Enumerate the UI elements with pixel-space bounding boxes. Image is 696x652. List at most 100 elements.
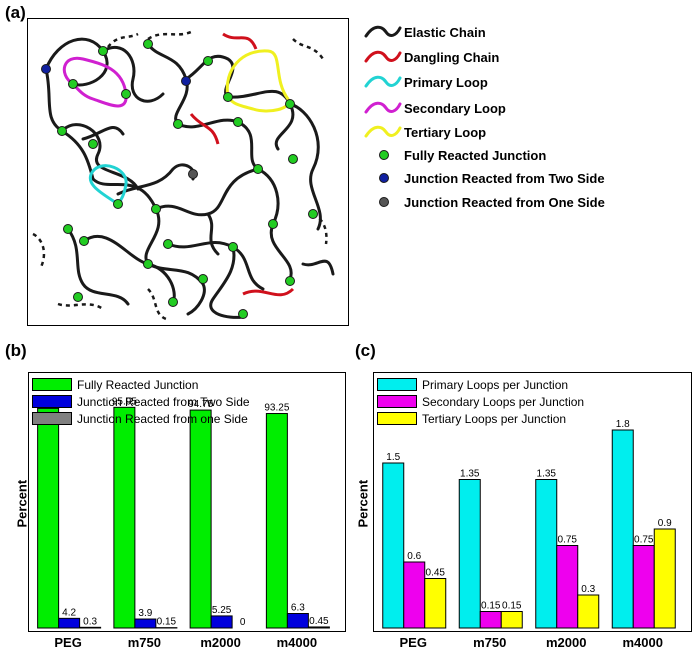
chart-c-data-label-m750-secondary-loops-per-junction: 0.15 — [481, 601, 501, 612]
network-diagram — [32, 29, 335, 321]
chart-c-data-label-m750-primary-loops-per-junction: 1.35 — [460, 469, 480, 480]
chart-b-data-label-m750-junction-reacted-from-one-side: 0.15 — [157, 617, 177, 628]
network-legend-item-dangling-chain: Dangling Chain — [362, 47, 499, 67]
chart-c-legend-label: Primary Loops per Junction — [422, 377, 569, 392]
chart-b-data-label-m750-junction-reacted-from-two-side: 3.9 — [138, 608, 152, 619]
chart-c-data-label-peg-primary-loops-per-junction: 1.5 — [386, 452, 400, 463]
chart-b-x-tick-m4000: m4000 — [276, 635, 318, 650]
primary-loop — [89, 164, 128, 206]
network-legend-label: Fully Reacted Junction — [404, 147, 547, 163]
chart-c-data-label-m4000-secondary-loops-per-junction: 0.75 — [634, 535, 654, 546]
chart-b-bar-m2000-junction-reacted-from-two-side — [210, 615, 233, 629]
chart-b-legend-item-junction-reacted-from-one-side: Junction Reacted from one Side — [32, 410, 250, 427]
chart-b-data-label-m2000-junction-reacted-from-two-side: 5.25 — [212, 605, 232, 616]
network-legend-label: Junction Reacted from One Side — [404, 194, 605, 210]
panel-label-a: (a) — [5, 3, 26, 22]
chart-c-data-label-peg-secondary-loops-per-junction: 0.6 — [407, 551, 421, 562]
panel-label-c: (c) — [355, 341, 376, 360]
chart-b-bar-m750-junction-reacted-from-two-side — [134, 618, 157, 629]
chart-c-bar-peg-primary-loops-per-junction — [382, 462, 405, 629]
chart-b-data-label-m4000-fully-reacted-junction: 93.25 — [264, 403, 289, 414]
chart-c-legend-swatch — [377, 395, 417, 408]
chart-c-plot: 1.5 0.6 0.45 1.35 0.15 0.15 1.35 0.75 0.3 1.8 0.75… — [382, 419, 676, 629]
chart-b-data-label-m2000-junction-reacted-from-one-side: 0 — [240, 617, 246, 628]
chart-b-x-tick-m2000: m2000 — [200, 635, 241, 650]
chart-b-legend-label: Junction Reacted from Two Side — [77, 394, 250, 409]
chart-c-bar-m2000-secondary-loops-per-junction — [556, 545, 579, 629]
chart-b-bar-m4000-fully-reacted-junction — [265, 413, 288, 629]
network-diagram-frame — [27, 18, 349, 326]
network-legend-item-secondary-loop: Secondary Loop — [362, 98, 506, 118]
network-legend-label: Primary Loop — [404, 74, 488, 90]
chart-c-bar-m2000-tertiary-loops-per-junction — [577, 594, 600, 629]
chart-b-data-label-peg-junction-reacted-from-two-side: 4.2 — [62, 607, 76, 618]
chart-c-bar-peg-secondary-loops-per-junction — [403, 561, 426, 629]
chart-c-x-tick-peg: PEG — [399, 635, 427, 650]
chart-c-legend-item-tertiary-loops-per-junction: Tertiary Loops per Junction — [377, 410, 584, 427]
dangling-chain-3 — [242, 287, 295, 297]
chart-b-bar-m4000-junction-reacted-from-two-side — [286, 613, 309, 629]
network-legend-item-tertiary-loop: Tertiary Loop — [362, 122, 486, 142]
network-legend-item-fully-reacted-junction: Fully Reacted Junction — [362, 145, 546, 165]
chain-swatch-icon — [362, 47, 404, 67]
chart-c-legend-label: Tertiary Loops per Junction — [422, 411, 567, 426]
chart-c-legend-item-secondary-loops-per-junction: Secondary Loops per Junction — [377, 393, 584, 410]
tertiary-loop — [225, 49, 291, 113]
chart-c-ylabel: Percent — [355, 479, 371, 528]
chart-b-bar-peg-junction-reacted-from-two-side — [58, 617, 81, 629]
chart-c-bar-m2000-primary-loops-per-junction — [535, 479, 558, 629]
chart-c-bar-m4000-primary-loops-per-junction — [611, 429, 634, 629]
chart-c-legend-label: Secondary Loops per Junction — [422, 394, 585, 409]
chain-swatch-icon — [362, 122, 404, 142]
chart-c-bar-peg-tertiary-loops-per-junction — [424, 578, 447, 629]
chart-c-data-label-m750-tertiary-loops-per-junction: 0.15 — [502, 601, 522, 612]
chart-b-legend-label: Junction Reacted from one Side — [77, 411, 248, 426]
junction-dot-icon — [362, 192, 404, 212]
chart-c-bar-m750-primary-loops-per-junction — [458, 479, 481, 629]
chart-c-legend-item-primary-loops-per-junction: Primary Loops per Junction — [377, 376, 584, 393]
network-legend: Elastic Chain Dangling Chain Primary Loop S… — [362, 22, 692, 222]
chart-c-x-tick-m2000: m2000 — [546, 635, 587, 650]
junctions — [41, 39, 318, 319]
chart-c-data-label-m4000-tertiary-loops-per-junction: 0.9 — [658, 518, 672, 529]
chart-b-bar-m2000-fully-reacted-junction — [189, 409, 212, 629]
chart-c-legend-swatch — [377, 412, 417, 425]
chart-b-legend-item-fully-reacted-junction: Fully Reacted Junction — [32, 376, 250, 393]
chart-c-legend-swatch — [377, 378, 417, 391]
chart-b-x-tick-m750: m750 — [127, 635, 161, 650]
network-legend-label: Elastic Chain — [404, 24, 486, 40]
chart-c-legend: Primary Loops per Junction Secondary Loop… — [377, 376, 584, 427]
chart-b-bar-m4000-junction-reacted-from-one-side — [307, 626, 330, 629]
junction-dot-icon — [362, 145, 404, 165]
network-legend-label: Junction Reacted from Two Side — [404, 170, 605, 186]
chart-b-legend-label: Fully Reacted Junction — [77, 377, 199, 392]
chart-c-data-label-m2000-tertiary-loops-per-junction: 0.3 — [581, 584, 595, 595]
open-chain-ends — [32, 29, 328, 321]
network-legend-item-junction-reacted-from-one-side: Junction Reacted from One Side — [362, 192, 605, 212]
chart-b-frame: 95.54.20.395.953.90.1594.755.25093.256.3… — [28, 372, 346, 632]
junction-dot-icon — [362, 168, 404, 188]
chain-swatch-icon — [362, 22, 404, 42]
network-legend-item-elastic-chain: Elastic Chain — [362, 22, 486, 42]
chart-c-x-tick-m4000: m4000 — [622, 635, 663, 650]
chart-c-data-label-m2000-primary-loops-per-junction: 1.35 — [537, 469, 557, 480]
network-legend-item-junction-reacted-from-two-side: Junction Reacted from Two Side — [362, 168, 605, 188]
chart-b-legend-swatch — [32, 412, 72, 425]
chart-b-bar-peg-junction-reacted-from-one-side — [79, 626, 102, 629]
chart-b-legend-swatch — [32, 378, 72, 391]
chart-b-bar-peg-fully-reacted-junction — [37, 407, 60, 629]
chart-c-bar-m750-secondary-loops-per-junction — [479, 611, 502, 629]
chart-b-data-label-peg-junction-reacted-from-one-side: 0.3 — [83, 616, 97, 627]
dangling-chain-1 — [222, 32, 258, 50]
chart-b-data-label-m2000-fully-reacted-junction: 94.75 — [188, 399, 213, 410]
network-legend-label: Tertiary Loop — [404, 124, 487, 140]
chain-swatch-icon — [362, 72, 404, 92]
chart-c-data-label-peg-tertiary-loops-per-junction: 0.45 — [426, 568, 446, 579]
chart-b-data-label-m750-fully-reacted-junction: 95.95 — [112, 396, 137, 407]
chart-c-x-tick-m750: m750 — [473, 635, 507, 650]
chart-b-plot: 95.54.20.395.953.90.1594.755.25093.256.3… — [37, 396, 330, 629]
dangling-chain-2 — [189, 113, 220, 145]
chart-c-data-label-m4000-primary-loops-per-junction: 1.8 — [616, 419, 630, 430]
chart-c-bar-m4000-secondary-loops-per-junction — [632, 545, 655, 629]
chart-c-bar-m750-tertiary-loops-per-junction — [500, 611, 523, 629]
